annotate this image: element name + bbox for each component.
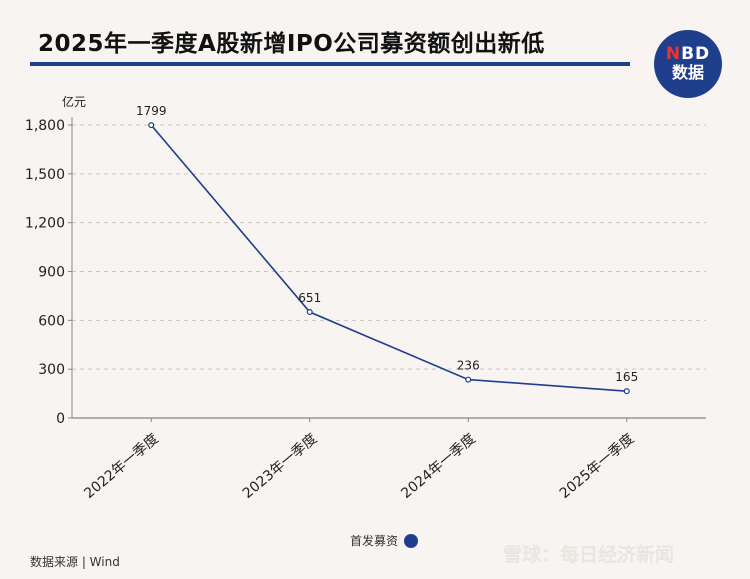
data-label: 1799	[136, 104, 167, 118]
y-tick-label: 1,200	[25, 216, 65, 232]
source-note: 数据来源 | Wind	[30, 555, 120, 569]
data-label: 651	[298, 291, 321, 305]
title-underline	[30, 62, 630, 66]
legend: 首发募资	[350, 532, 419, 549]
y-tick-label: 900	[38, 265, 65, 281]
data-label: 165	[615, 370, 638, 384]
nbd-logo: NBD 数据	[654, 30, 722, 98]
data-point	[623, 388, 630, 395]
data-point	[465, 376, 472, 383]
y-tick-label: 300	[38, 362, 65, 378]
x-tick-label: 2025年一季度	[557, 431, 637, 502]
chart-title: 2025年一季度A股新增IPO公司募资额创出新低	[38, 31, 545, 57]
x-tick-label: 2023年一季度	[240, 431, 320, 502]
data-point	[148, 122, 155, 129]
y-tick-label: 600	[38, 313, 65, 329]
footer-brand: 雪球：每日经济新闻	[503, 544, 675, 566]
data-label: 236	[457, 359, 480, 373]
y-axis-unit: 亿元	[62, 94, 86, 109]
data-point	[306, 309, 313, 316]
y-tick-label: 0	[56, 411, 65, 427]
series-line	[150, 124, 627, 392]
legend-swatch	[404, 533, 419, 548]
y-tick-label: 1,500	[25, 167, 65, 183]
x-tick-label: 2024年一季度	[398, 431, 478, 502]
y-tick-label: 1,800	[25, 118, 65, 134]
legend-label: 首发募资	[350, 534, 399, 548]
x-tick-label: 2022年一季度	[81, 431, 161, 502]
